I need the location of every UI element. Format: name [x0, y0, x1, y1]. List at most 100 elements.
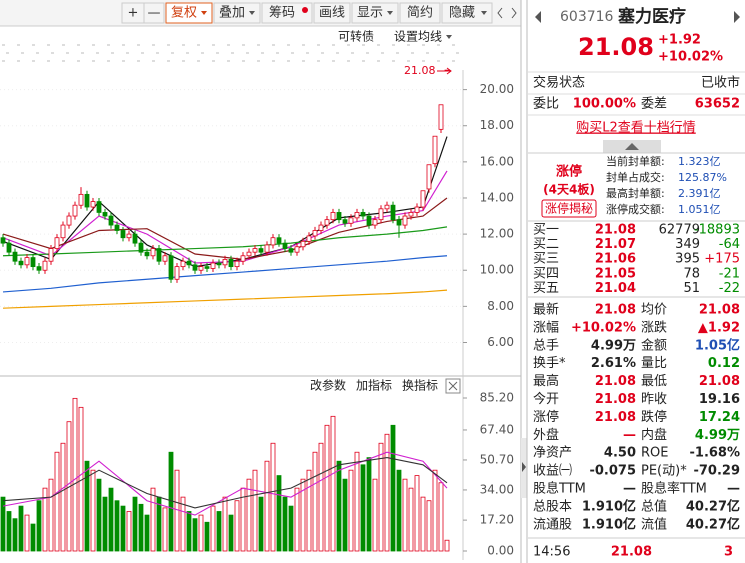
last-price: 21.08 [578, 33, 654, 61]
candle-body [234, 260, 240, 268]
indicator-tool[interactable]: 换指标 [402, 378, 438, 393]
stat-value: 40.27亿 [686, 498, 740, 514]
candle-body [396, 219, 402, 226]
volume-bar [144, 514, 150, 552]
volume-bar [150, 487, 156, 552]
candle-body [264, 244, 270, 253]
nav-left[interactable] [497, 7, 503, 19]
prev-icon[interactable] [535, 11, 541, 23]
volume-bar [24, 514, 30, 552]
book-price: 21.05 [595, 266, 636, 281]
price-tick-label: 20.00 [480, 82, 514, 96]
book-price: 21.08 [595, 223, 636, 238]
volume-bar [336, 460, 342, 552]
book-change: -64 [719, 237, 740, 252]
candle-body [0, 237, 6, 244]
book-label: 买二 [533, 237, 559, 252]
stat-value: — [623, 428, 636, 443]
candle-body [54, 237, 60, 249]
candle-body [276, 237, 282, 244]
candle-body [120, 230, 126, 239]
chart-tool: 设置均线 [394, 30, 442, 44]
toolbar-button[interactable] [143, 2, 165, 24]
volume-bar [414, 475, 420, 552]
stock-code: 603716 [560, 9, 614, 25]
stat-label: 股息率TTM [641, 481, 707, 497]
volume-bar [180, 496, 186, 552]
toolbar-label: 画线 [319, 6, 345, 21]
tab-icon [625, 143, 639, 150]
volume-bar [246, 478, 252, 552]
nav-right[interactable] [511, 7, 517, 19]
candle-body [366, 215, 372, 226]
book-label: 买四 [533, 266, 559, 281]
stat-value: +10.02% [571, 320, 636, 335]
stat-value: -70.29 [693, 464, 740, 479]
book-price: 21.04 [595, 281, 636, 296]
candle-body [90, 201, 96, 208]
candle-body [42, 260, 48, 271]
stat-label: 总股本 [533, 499, 572, 514]
volume-bar [384, 433, 390, 552]
indicator-tool[interactable]: 加指标 [356, 378, 392, 393]
status-label: 交易状态 [533, 75, 585, 91]
toolbar-button[interactable] [441, 2, 493, 24]
stat-label: 涨停 [533, 409, 559, 425]
volume-bar [114, 500, 120, 552]
candle-body [384, 204, 390, 210]
volume-bar [300, 478, 306, 552]
volume-bar [324, 424, 330, 552]
toolbar-button[interactable] [313, 2, 351, 24]
book-change: +175 [704, 252, 740, 267]
limit-value: 1.051亿 [678, 203, 721, 216]
next-icon[interactable] [734, 11, 740, 23]
tick-time: 14:56 [533, 545, 570, 560]
volume-bar [72, 397, 78, 552]
limit-button-label[interactable]: 涨停揭秘 [545, 201, 593, 216]
toolbar-button[interactable] [399, 2, 441, 24]
candle-body [108, 215, 114, 226]
candle-body [270, 237, 276, 246]
limit-value: 1.323亿 [678, 155, 721, 168]
stat-value: 21.08 [595, 392, 636, 407]
candle-body [240, 255, 246, 262]
volume-bar [60, 442, 66, 552]
volume-bar [276, 475, 282, 552]
toolbar-button[interactable] [261, 2, 313, 24]
toolbar-button[interactable] [351, 2, 399, 24]
candle-body [12, 251, 18, 262]
candle-body [252, 248, 258, 253]
volume-bar [204, 521, 210, 552]
volume-bar [282, 496, 288, 552]
limit-button[interactable] [541, 199, 597, 218]
candle-body [174, 266, 180, 280]
indicator-tool[interactable]: 改参数 [310, 378, 346, 393]
candle-body [48, 248, 54, 262]
price-change: +1.92 [658, 33, 701, 48]
volume-bar [348, 469, 354, 552]
candle-body [390, 204, 396, 221]
stat-value: 4.99万 [591, 338, 636, 353]
l2-link[interactable]: 购买L2查看十档行情 [576, 120, 696, 136]
chart-tool: 可转债 [338, 29, 374, 44]
volume-bar [330, 415, 336, 552]
volume-bar [396, 469, 402, 552]
candle-body [288, 248, 294, 253]
candle-body [318, 224, 324, 231]
stat-label: 最新 [533, 302, 559, 318]
candle-body [306, 235, 312, 242]
dropdown-icon [201, 11, 207, 15]
stat-value: 1.910亿 [582, 498, 636, 514]
stat-label: 内盘 [641, 427, 667, 443]
toolbar-button[interactable] [165, 2, 213, 24]
stat-label: 委差 [641, 97, 667, 112]
volume-bar [420, 496, 426, 552]
toolbar-button[interactable] [213, 2, 261, 24]
stat-label: 换手* [533, 356, 566, 371]
candle-body [228, 258, 234, 268]
book-price: 21.07 [595, 237, 636, 252]
volume-ma-line [2, 451, 448, 516]
stat-label: PE(动)* [641, 464, 687, 479]
price-tick-label: 10.00 [480, 263, 514, 277]
